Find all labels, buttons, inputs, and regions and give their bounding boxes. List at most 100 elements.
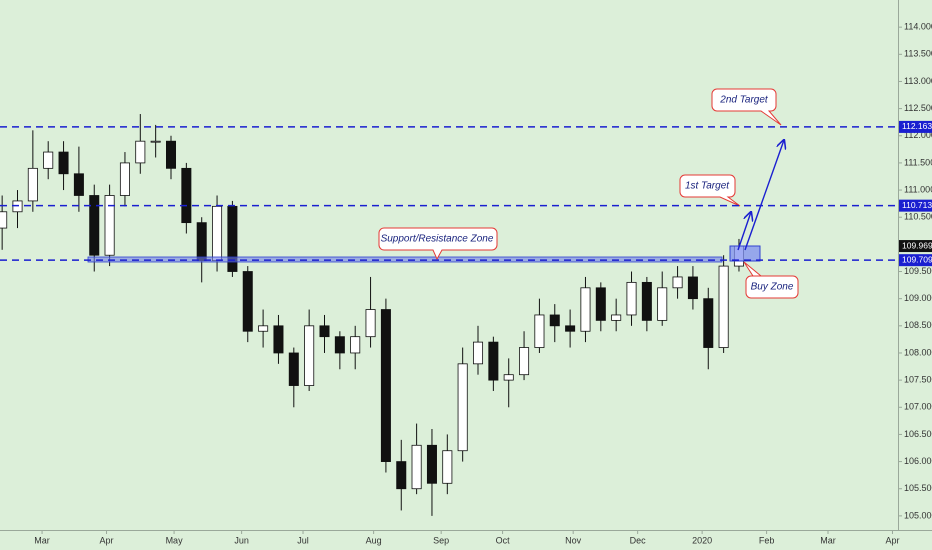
candle-body	[611, 314, 622, 321]
arrow-target-2	[744, 140, 784, 251]
candle-body	[718, 265, 729, 348]
candle-body	[473, 341, 484, 365]
candle-body	[0, 211, 8, 229]
candle-body	[104, 195, 115, 256]
candle-body	[580, 287, 591, 332]
y-tick-label: 107.000	[904, 402, 932, 412]
candle-body	[334, 336, 345, 354]
candle-body	[687, 276, 698, 300]
x-tick-label: May	[166, 535, 184, 545]
candle-body	[196, 222, 207, 262]
y-tick-label: 108.000	[904, 347, 932, 357]
x-tick-label: Apr	[885, 535, 899, 545]
x-tick-label: Dec	[630, 535, 647, 545]
y-tick-label: 110.500	[904, 212, 932, 222]
candle-body	[703, 298, 714, 348]
candle-body	[657, 287, 668, 321]
candle-body	[212, 205, 223, 262]
candle-body	[641, 281, 652, 321]
x-tick-label: Nov	[565, 535, 582, 545]
level-label-box	[899, 120, 932, 133]
plot	[0, 114, 744, 516]
x-tick-label: Jul	[297, 535, 309, 545]
candle-body	[273, 325, 284, 354]
candle-body	[457, 363, 468, 452]
callout-box	[743, 261, 799, 299]
last-price-box	[899, 240, 932, 253]
x-tick-label: Apr	[100, 535, 114, 545]
callout: 2nd Target	[711, 88, 782, 126]
level-label: 112.163	[902, 121, 932, 131]
candle-body	[595, 287, 606, 321]
candle-body	[672, 276, 683, 289]
candle-body	[411, 444, 422, 490]
candle-body	[365, 309, 376, 338]
annotation: 1st Target	[685, 181, 730, 192]
y-tick-label: 105.500	[904, 483, 932, 493]
candle-body	[73, 173, 84, 196]
arrow-target-1	[737, 212, 751, 251]
x-tick-label: Jun	[234, 535, 249, 545]
candle-body	[89, 195, 100, 256]
candle-body	[565, 325, 576, 332]
candle-body	[549, 314, 560, 327]
last-price-label: 109.969	[902, 240, 932, 250]
y-tick-label: 111.000	[904, 184, 932, 194]
callout-box	[378, 227, 498, 261]
y-tick-label: 108.500	[904, 320, 932, 330]
candle-body	[350, 336, 361, 354]
callout: 1st Target	[679, 174, 741, 207]
y-tick-label: 113.000	[904, 76, 932, 86]
y-tick-label: 111.500	[904, 157, 932, 167]
y-tick-label: 106.000	[904, 456, 932, 466]
y-tick-label: 113.500	[904, 49, 932, 59]
candle-body	[442, 450, 453, 484]
candle-body	[165, 140, 177, 169]
candle-body	[380, 309, 391, 462]
candle-body	[488, 341, 499, 381]
candle-body	[519, 347, 530, 376]
level-label: 109.709	[902, 254, 932, 264]
candle-body	[135, 140, 146, 164]
candle-body	[626, 281, 637, 316]
level-label: 110.713	[902, 200, 932, 210]
x-tick-label: Mar	[34, 535, 50, 545]
y-tick-label: 105.000	[904, 510, 932, 520]
y-tick-label: 109.000	[904, 293, 932, 303]
level-label-box	[899, 199, 932, 212]
y-tick-label: 112.000	[904, 130, 932, 140]
candle-body	[27, 167, 38, 202]
annotation: Buy Zone	[751, 282, 794, 293]
callout-box	[679, 174, 741, 207]
candle-body	[304, 325, 315, 386]
level-label-box	[899, 254, 932, 267]
candle-body	[258, 325, 269, 332]
callout: Buy Zone	[743, 261, 799, 299]
candle-body	[288, 352, 299, 386]
x-tick-label: Sep	[433, 535, 449, 545]
y-tick-label: 112.500	[904, 103, 932, 113]
x-tick-label: 2020	[692, 535, 712, 545]
candle-body	[43, 151, 54, 169]
candle-body	[150, 140, 161, 143]
annotation: 2nd Target	[719, 95, 769, 106]
x-tick-label: Feb	[759, 535, 775, 545]
x-tick-label: Oct	[496, 535, 511, 545]
callout: Support/Resistance Zone	[378, 227, 498, 261]
x-tick-label: Aug	[366, 535, 382, 545]
callout-box	[711, 88, 782, 126]
candle-body	[396, 461, 407, 490]
y-tick-label: 107.500	[904, 374, 932, 384]
y-tick-label: 109.500	[904, 266, 932, 276]
candle-body	[58, 151, 69, 175]
candle-body	[319, 325, 330, 338]
annotation: Support/Resistance Zone	[381, 234, 494, 245]
candle-body	[242, 271, 253, 332]
candle-body	[119, 162, 130, 196]
y-tick-label: 106.500	[904, 429, 932, 439]
candle-body	[181, 167, 192, 224]
y-tick-label: 114.000	[904, 22, 932, 32]
x-tick-label: Mar	[820, 535, 836, 545]
